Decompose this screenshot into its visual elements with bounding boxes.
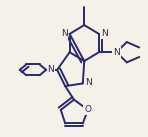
Text: N: N [61, 29, 67, 38]
Text: O: O [84, 105, 91, 114]
Text: N: N [86, 78, 92, 87]
Text: N: N [101, 29, 108, 38]
Text: N: N [113, 48, 120, 57]
Text: N: N [48, 65, 54, 74]
